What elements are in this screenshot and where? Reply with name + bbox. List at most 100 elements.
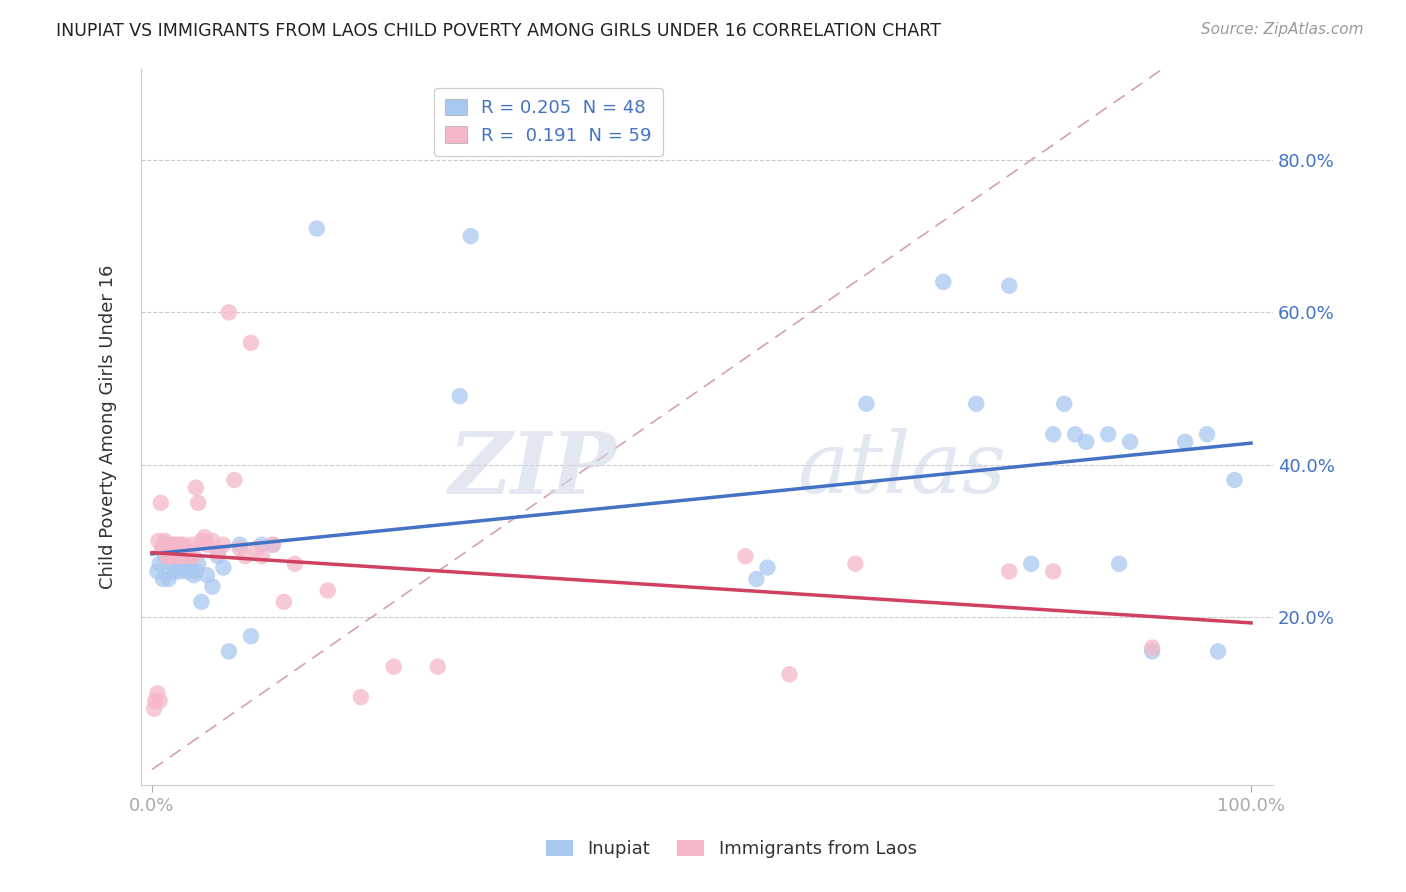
Point xyxy=(1140,644,1163,658)
Point xyxy=(153,533,176,548)
Point xyxy=(460,229,482,244)
Text: atlas: atlas xyxy=(797,428,1007,511)
Point xyxy=(382,659,405,673)
Point xyxy=(184,565,207,579)
Point xyxy=(218,644,240,658)
Point xyxy=(190,533,212,548)
Point xyxy=(165,538,187,552)
Point xyxy=(152,572,174,586)
Point xyxy=(305,221,328,235)
Legend: R = 0.205  N = 48, R =  0.191  N = 59: R = 0.205 N = 48, R = 0.191 N = 59 xyxy=(434,88,662,155)
Y-axis label: Child Poverty Among Girls Under 16: Child Poverty Among Girls Under 16 xyxy=(100,264,117,589)
Point xyxy=(1206,644,1229,658)
Point xyxy=(1097,427,1119,442)
Point xyxy=(183,568,205,582)
Point xyxy=(163,549,186,564)
Point xyxy=(190,595,212,609)
Point xyxy=(174,541,197,556)
Point xyxy=(207,549,229,564)
Point xyxy=(1042,427,1064,442)
Point xyxy=(756,560,779,574)
Point xyxy=(149,694,172,708)
Point xyxy=(146,565,169,579)
Point xyxy=(1019,557,1042,571)
Point xyxy=(159,538,181,552)
Point xyxy=(426,659,449,673)
Point xyxy=(224,473,246,487)
Point xyxy=(998,565,1021,579)
Point xyxy=(143,694,166,708)
Point xyxy=(195,538,218,552)
Point xyxy=(157,572,180,586)
Point xyxy=(163,565,186,579)
Point xyxy=(160,557,183,571)
Point xyxy=(163,541,186,556)
Point xyxy=(965,397,987,411)
Point xyxy=(1174,434,1197,449)
Point xyxy=(176,565,198,579)
Point xyxy=(179,549,201,564)
Point xyxy=(350,690,373,705)
Point xyxy=(165,553,187,567)
Point xyxy=(153,538,176,552)
Point xyxy=(235,549,257,564)
Point xyxy=(212,560,235,574)
Text: Source: ZipAtlas.com: Source: ZipAtlas.com xyxy=(1201,22,1364,37)
Point xyxy=(1108,557,1130,571)
Point xyxy=(1053,397,1076,411)
Point xyxy=(153,549,176,564)
Point xyxy=(778,667,800,681)
Point xyxy=(149,496,172,510)
Point xyxy=(262,538,284,552)
Point xyxy=(180,538,202,552)
Point xyxy=(207,545,229,559)
Point xyxy=(1197,427,1219,442)
Point xyxy=(239,629,262,643)
Point xyxy=(150,541,173,556)
Point xyxy=(146,686,169,700)
Point xyxy=(250,538,273,552)
Point xyxy=(201,580,224,594)
Point xyxy=(156,549,179,564)
Point xyxy=(143,701,166,715)
Point xyxy=(155,538,177,552)
Point xyxy=(160,549,183,564)
Point xyxy=(284,557,307,571)
Point xyxy=(844,557,866,571)
Point xyxy=(176,541,198,556)
Point xyxy=(245,541,267,556)
Point xyxy=(166,545,188,559)
Point xyxy=(998,278,1021,293)
Point xyxy=(1076,434,1098,449)
Point xyxy=(195,568,218,582)
Point xyxy=(734,549,756,564)
Point xyxy=(745,572,768,586)
Point xyxy=(1119,434,1142,449)
Point xyxy=(172,557,194,571)
Point xyxy=(1223,473,1246,487)
Point xyxy=(449,389,471,403)
Point xyxy=(1064,427,1087,442)
Point xyxy=(316,583,339,598)
Point xyxy=(229,538,252,552)
Point xyxy=(169,565,191,579)
Point xyxy=(169,541,191,556)
Legend: Inupiat, Immigrants from Laos: Inupiat, Immigrants from Laos xyxy=(538,832,924,865)
Point xyxy=(172,538,194,552)
Point xyxy=(187,557,209,571)
Point xyxy=(162,538,184,552)
Point xyxy=(159,541,181,556)
Point xyxy=(169,538,191,552)
Point xyxy=(239,335,262,350)
Point xyxy=(262,538,284,552)
Point xyxy=(229,541,252,556)
Point xyxy=(179,557,201,571)
Point xyxy=(170,549,193,564)
Point xyxy=(148,533,170,548)
Point xyxy=(149,557,172,571)
Point xyxy=(152,541,174,556)
Point xyxy=(1042,565,1064,579)
Point xyxy=(932,275,955,289)
Text: INUPIAT VS IMMIGRANTS FROM LAOS CHILD POVERTY AMONG GIRLS UNDER 16 CORRELATION C: INUPIAT VS IMMIGRANTS FROM LAOS CHILD PO… xyxy=(56,22,941,40)
Point xyxy=(1140,640,1163,655)
